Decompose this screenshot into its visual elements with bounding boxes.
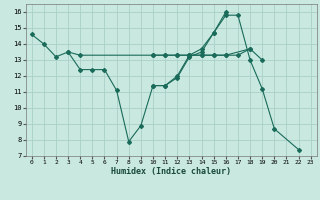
X-axis label: Humidex (Indice chaleur): Humidex (Indice chaleur): [111, 167, 231, 176]
